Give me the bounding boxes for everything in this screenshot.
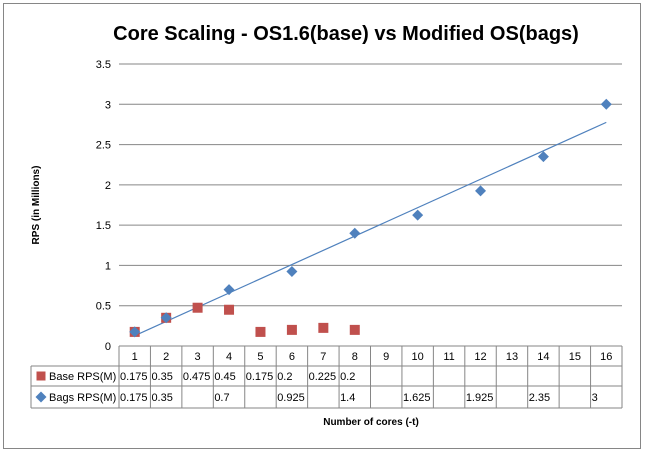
data-point xyxy=(192,302,203,313)
data-point xyxy=(349,227,361,239)
table-value-cell: 0.2 xyxy=(340,371,355,383)
x-category-label: 15 xyxy=(569,351,581,363)
chart-title: Core Scaling - OS1.6(base) vs Modified O… xyxy=(113,23,579,45)
table-value-cell: 3 xyxy=(592,392,598,404)
y-tick-label: 3.5 xyxy=(96,59,111,71)
data-point xyxy=(255,326,266,337)
data-point xyxy=(286,265,298,277)
x-category-label: 13 xyxy=(506,351,518,363)
x-category-label: 10 xyxy=(412,351,424,363)
data-point xyxy=(129,326,141,338)
legend-series-name: Base RPS(M) xyxy=(49,371,116,383)
x-category-label: 9 xyxy=(383,351,389,363)
table-value-cell: 0.175 xyxy=(120,392,148,404)
x-category-label: 11 xyxy=(443,351,454,363)
x-category-label: 16 xyxy=(600,351,612,363)
table-value-cell: 0.2 xyxy=(277,371,292,383)
data-point xyxy=(224,304,235,315)
data-point xyxy=(412,209,424,221)
y-tick-label: 0.5 xyxy=(96,301,111,313)
table-value-cell: 0.175 xyxy=(120,371,148,383)
table-value-cell: 1.925 xyxy=(466,392,494,404)
data-point xyxy=(223,284,235,296)
y-tick-label: 3 xyxy=(105,99,111,111)
x-category-label: 1 xyxy=(132,351,138,363)
data-point xyxy=(318,322,329,333)
table-value-cell: 0.7 xyxy=(214,392,229,404)
table-value-cell: 0.475 xyxy=(183,371,211,383)
table-value-cell: 0.35 xyxy=(151,392,172,404)
chart-frame xyxy=(3,3,641,449)
x-category-label: 2 xyxy=(163,351,169,363)
legend-series-name: Bags RPS(M) xyxy=(49,392,116,404)
data-point xyxy=(537,151,549,163)
x-category-label: 8 xyxy=(352,351,358,363)
legend-key xyxy=(36,371,46,381)
trendline xyxy=(134,121,607,337)
legend-key xyxy=(35,391,47,403)
y-axis-ticks: 0 0.5 1 1.5 2 2.5 3 3.5 xyxy=(96,59,111,353)
trendline-line xyxy=(134,121,607,337)
data-point xyxy=(286,324,297,335)
table-value-cell: 0.35 xyxy=(151,371,172,383)
x-category-label: 4 xyxy=(226,351,232,363)
y-tick-label: 2.5 xyxy=(96,140,111,152)
x-category-label: 14 xyxy=(537,351,549,363)
x-category-label: 5 xyxy=(257,351,263,363)
data-point xyxy=(600,98,612,110)
data-markers xyxy=(129,98,612,338)
table-value-cell: 1.4 xyxy=(340,392,355,404)
table-value-cell: 0.175 xyxy=(246,371,274,383)
y-axis-title: RPS (in Millions) xyxy=(31,166,42,245)
table-value-cell: 0.45 xyxy=(214,371,235,383)
y-tick-label: 0 xyxy=(105,341,111,353)
table-value-cell: 2.35 xyxy=(529,392,550,404)
data-point xyxy=(160,312,172,324)
x-category-label: 3 xyxy=(195,351,201,363)
y-tick-label: 1 xyxy=(105,260,111,272)
x-axis-title: Number of cores (-t) xyxy=(323,417,419,428)
data-point xyxy=(475,185,487,197)
table-value-cell: 0.925 xyxy=(277,392,305,404)
table-value-cell: 0.225 xyxy=(309,371,337,383)
y-tick-label: 2 xyxy=(105,180,111,192)
data-point xyxy=(349,324,360,335)
x-category-label: 12 xyxy=(474,351,486,363)
x-category-label: 6 xyxy=(289,351,295,363)
x-category-label: 7 xyxy=(320,351,326,363)
y-tick-label: 1.5 xyxy=(96,220,111,232)
table-value-cell: 1.625 xyxy=(403,392,431,404)
